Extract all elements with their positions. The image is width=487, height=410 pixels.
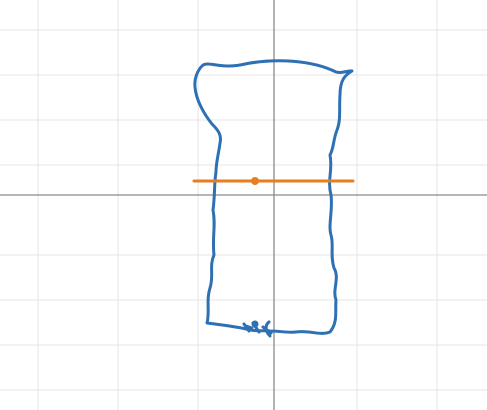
horizontal-segment-point[interactable]: [251, 177, 259, 185]
freehand-outline-curve[interactable]: [193, 59, 354, 335]
outline-end-dot[interactable]: [251, 320, 259, 328]
outline-scribble: [242, 320, 273, 338]
